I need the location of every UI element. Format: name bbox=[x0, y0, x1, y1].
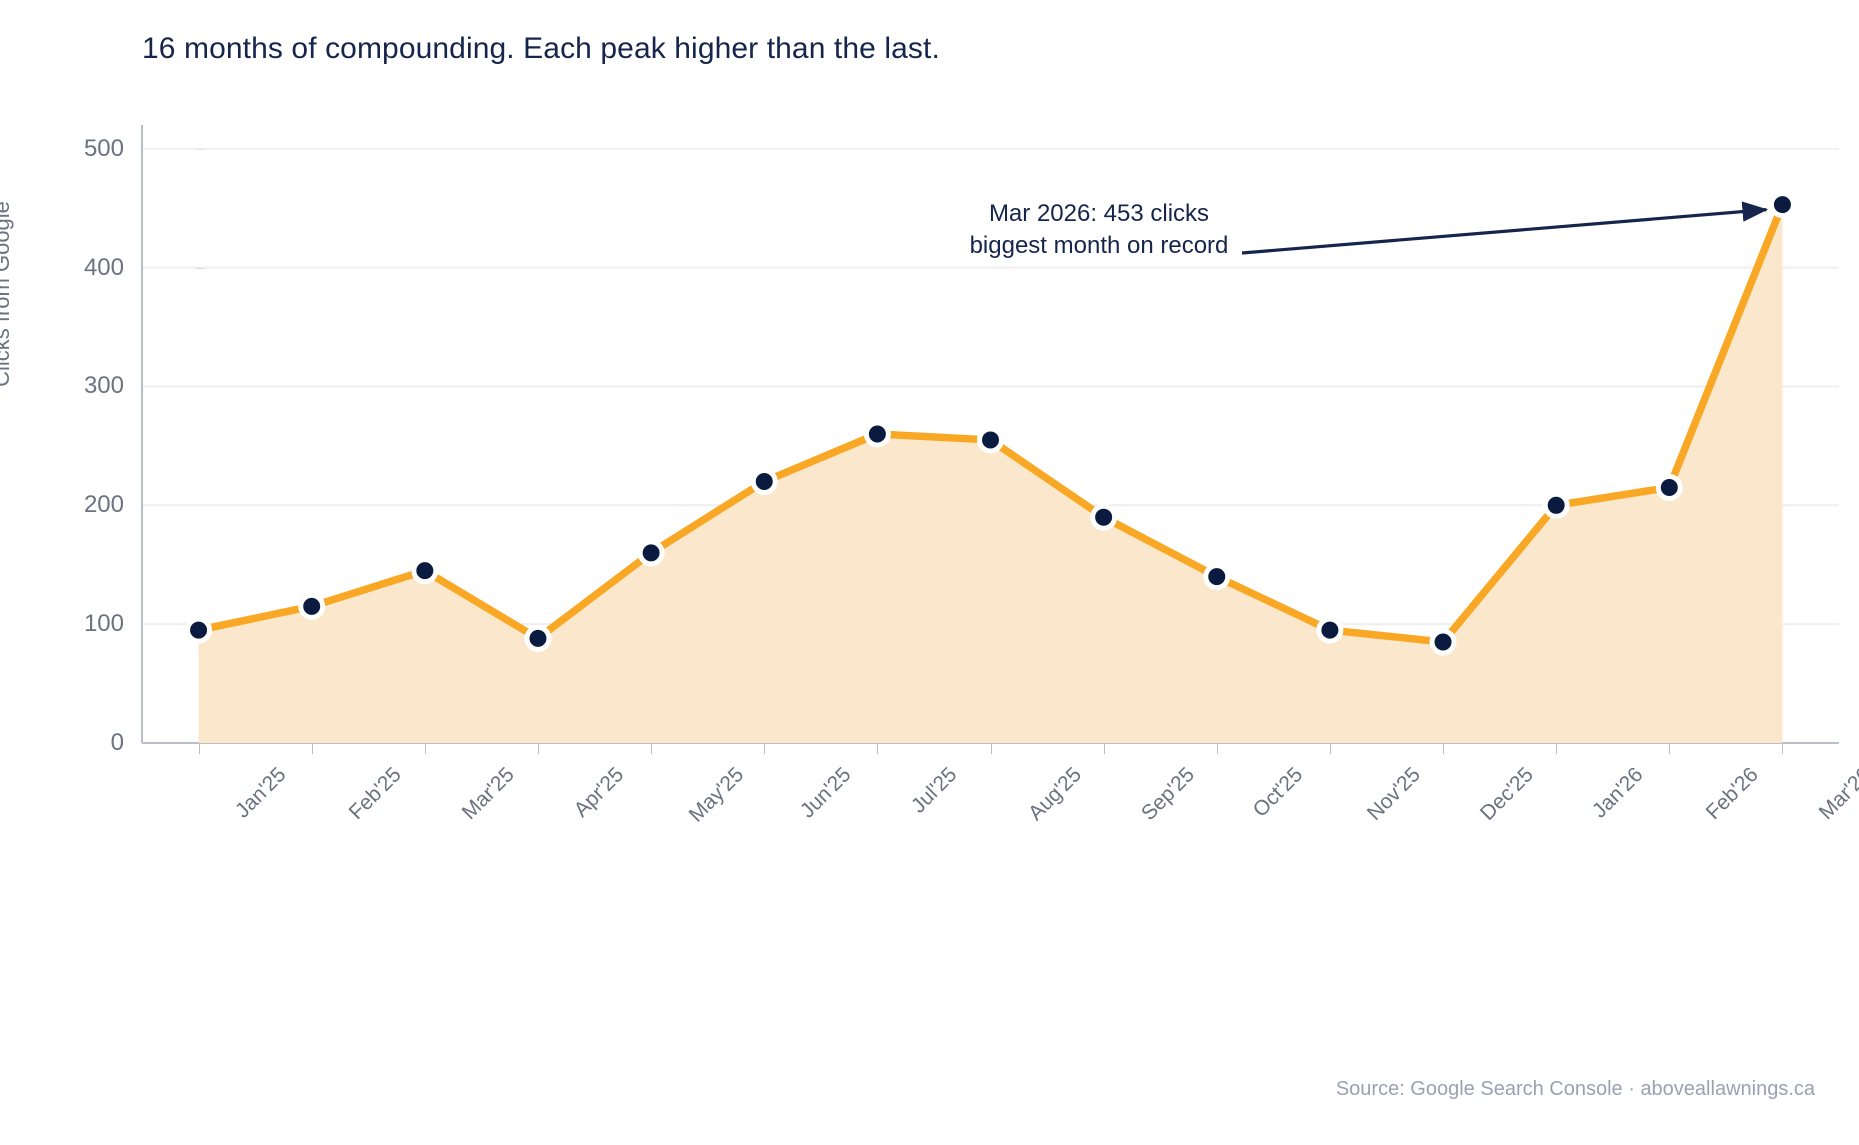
x-tick-mark bbox=[877, 743, 879, 754]
x-tick-label: Sep'25 bbox=[1136, 763, 1199, 826]
x-tick-mark bbox=[1669, 743, 1671, 754]
x-tick-label: May'25 bbox=[684, 763, 749, 827]
x-tick-mark bbox=[990, 743, 992, 754]
x-axis-tick-labels: Jan'25 Feb'25 Mar'25 Apr'25 May'25 Jun'25 Jul'… bbox=[142, 743, 1859, 943]
y-tick-label: 500 bbox=[83, 134, 124, 162]
y-axis-label: Clicks from Google bbox=[0, 201, 14, 387]
x-tick-mark bbox=[651, 743, 653, 754]
y-tick-label: 300 bbox=[83, 372, 124, 400]
x-tick-mark bbox=[1443, 743, 1445, 754]
y-tick-label: 0 bbox=[110, 729, 124, 756]
x-tick-mark bbox=[198, 743, 200, 754]
source-note: Source: Google Search Console · aboveall… bbox=[1335, 1078, 1815, 1100]
x-tick-label: Jan'26 bbox=[1588, 763, 1648, 823]
x-tick-label: Feb'26 bbox=[1701, 763, 1764, 825]
y-axis-tick-labels: 0 100 200 300 400 500 bbox=[62, 125, 205, 756]
x-tick-label: Feb'25 bbox=[344, 763, 406, 825]
annotation-line-2: biggest month on record bbox=[969, 231, 1229, 259]
x-tick-mark bbox=[1556, 743, 1558, 754]
page-title: 16 months of compounding. Each peak high… bbox=[142, 32, 940, 65]
x-tick-mark bbox=[764, 743, 766, 754]
x-tick-label: Jul'25 bbox=[907, 763, 962, 818]
y-tick-label: 100 bbox=[83, 610, 124, 638]
x-tick-label: Oct'25 bbox=[1248, 763, 1308, 822]
x-tick-label: Nov'25 bbox=[1362, 763, 1425, 826]
annotation-line-1: Mar 2026: 453 clicks bbox=[988, 200, 1210, 227]
x-tick-label: Mar'25 bbox=[457, 763, 519, 825]
x-tick-mark bbox=[311, 743, 313, 754]
y-tick-label: 400 bbox=[83, 253, 124, 281]
x-tick-label: Aug'25 bbox=[1023, 763, 1086, 826]
x-tick-mark bbox=[1216, 743, 1218, 754]
x-tick-label: Jun'25 bbox=[796, 763, 856, 823]
x-tick-label: Mar'26 bbox=[1815, 763, 1859, 825]
x-tick-mark bbox=[424, 743, 426, 754]
x-tick-label: Apr'25 bbox=[569, 763, 629, 822]
x-tick-mark bbox=[1329, 743, 1331, 754]
x-tick-mark bbox=[1103, 743, 1105, 754]
x-tick-label: Jan'25 bbox=[230, 763, 291, 823]
y-tick-label: 200 bbox=[83, 491, 124, 519]
x-tick-mark bbox=[1782, 743, 1784, 754]
x-tick-mark bbox=[537, 743, 539, 754]
x-tick-label: Dec'25 bbox=[1475, 763, 1539, 826]
peak-annotation: Mar 2026: 453 clicks biggest month on re… bbox=[968, 198, 1230, 261]
